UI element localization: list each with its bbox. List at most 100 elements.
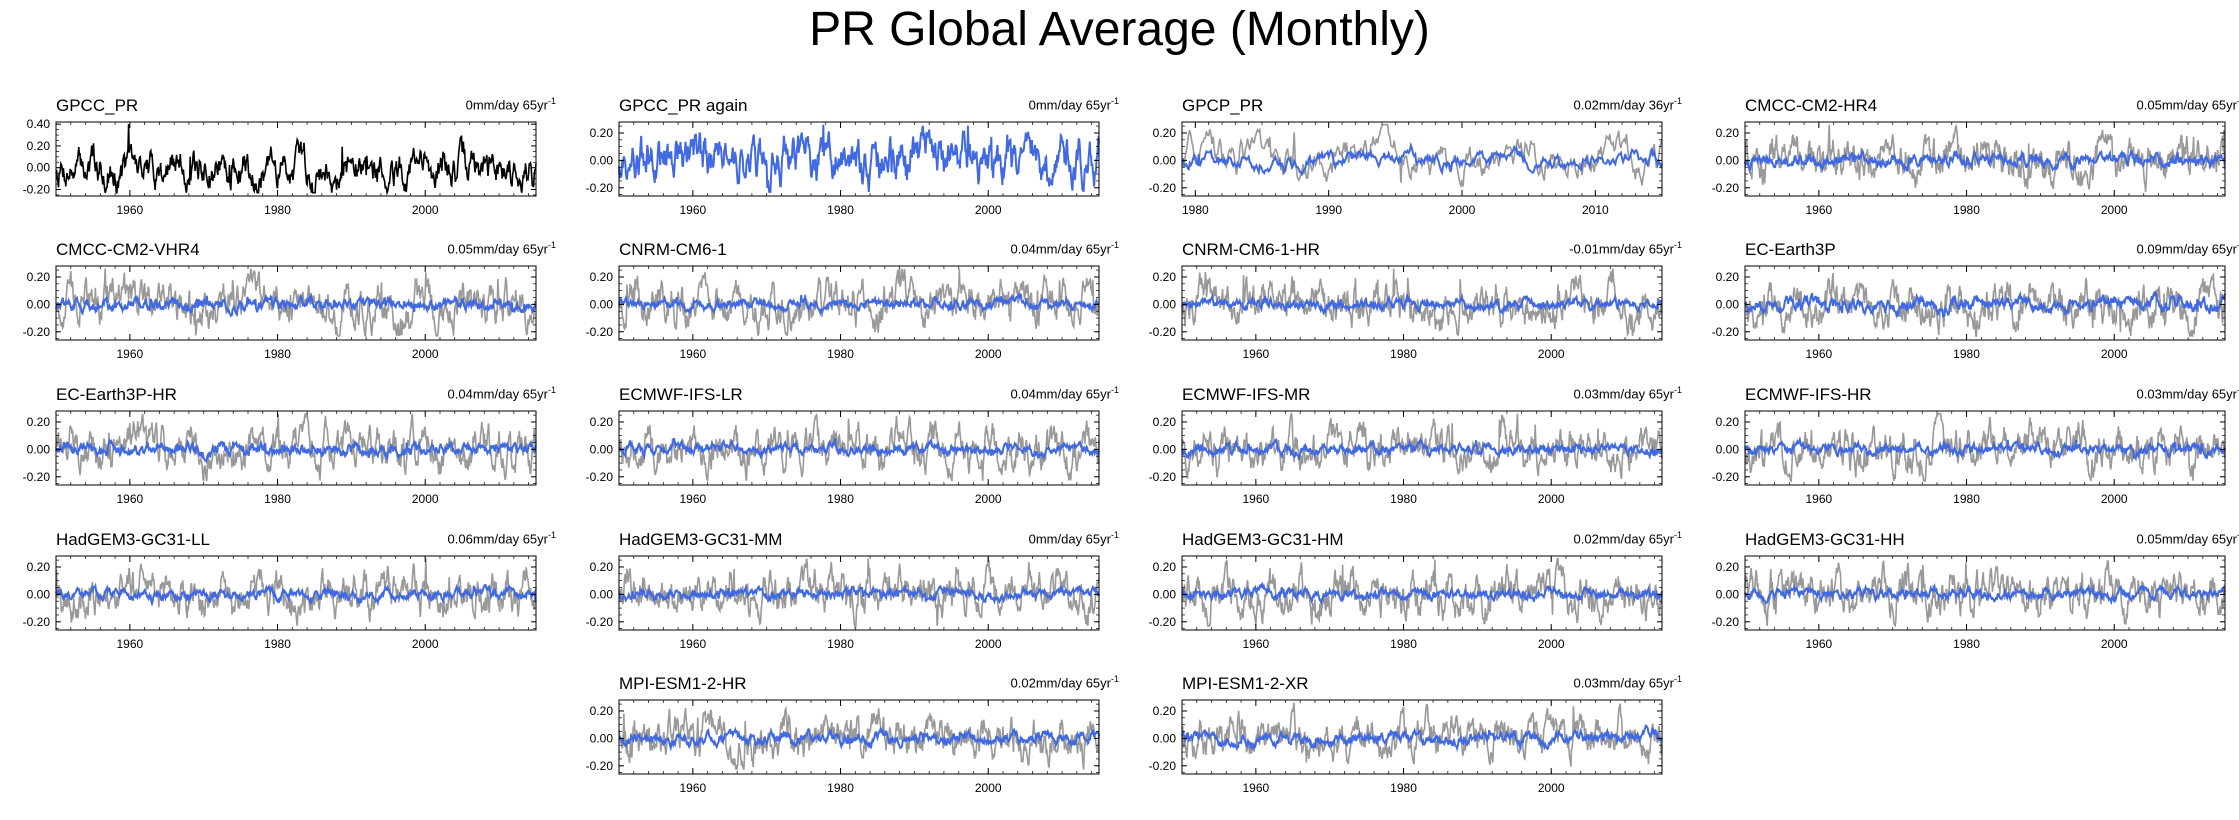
trend-value: 0.04mm/day 65yr xyxy=(1010,386,1111,402)
panel-trend-label: 0.05mm/day 65yr-1 xyxy=(2137,96,2239,112)
x-tick-label: 1980 xyxy=(827,781,854,795)
chart-panel: ECMWF-IFS-HR 0.03mm/day 65yr-1 -0.20 0.00 0.… xyxy=(1712,385,2239,515)
chart-panel: MPI-ESM1-2-HR 0.02mm/day 65yr-1 -0.20 0.00 0… xyxy=(586,674,1119,804)
trend-value: 0.09mm/day 65yr xyxy=(2136,241,2237,257)
panel-trend-label: 0.05mm/day 65yr-1 xyxy=(448,240,556,256)
y-tick-label: 0.40 xyxy=(27,117,51,131)
series-line-reference xyxy=(55,412,537,482)
y-tick-label: 0.00 xyxy=(590,587,614,601)
y-tick-label: -0.20 xyxy=(1149,181,1177,195)
trend-exponent: -1 xyxy=(1110,240,1119,250)
x-tick-label: 1960 xyxy=(116,203,143,217)
series-line-reference xyxy=(1744,123,2226,192)
panel-trend-label: 0mm/day 65yr-1 xyxy=(1029,530,1119,546)
x-tick-label: 2000 xyxy=(1538,781,1565,795)
panel-title: GPCC_PR again xyxy=(619,96,748,115)
x-tick-label: 1980 xyxy=(827,492,854,506)
y-tick-label: 0.00 xyxy=(1716,587,1740,601)
y-tick-label: 0.20 xyxy=(1716,560,1740,574)
x-tick-label: 1960 xyxy=(679,347,706,361)
plot-frame xyxy=(618,265,1100,341)
x-tick-label: 1980 xyxy=(1182,203,1209,217)
series-line-model xyxy=(1744,148,2226,174)
panel-trend-label: 0.04mm/day 65yr-1 xyxy=(1011,385,1119,401)
trend-exponent: -1 xyxy=(2237,240,2239,250)
x-tick-label: 2000 xyxy=(412,203,439,217)
panel-trend-label: 0.03mm/day 65yr-1 xyxy=(1574,674,1682,690)
panel-trend-label: 0.06mm/day 65yr-1 xyxy=(448,530,556,546)
plot-frame xyxy=(1744,410,2226,486)
trend-exponent: -1 xyxy=(1673,530,1682,540)
trend-exponent: -1 xyxy=(1110,674,1119,684)
chart-panel: GPCP_PR 0.02mm/day 36yr-1 -0.20 0.00 0.20 198… xyxy=(1149,96,1682,226)
y-tick-label: -0.20 xyxy=(586,470,614,484)
panel-trend-label: 0.09mm/day 65yr-1 xyxy=(2137,240,2239,256)
trend-exponent: -1 xyxy=(1673,240,1682,250)
plot-area: -0.20 0.00 0.20 1960 1980 2000 xyxy=(1149,265,1663,361)
panel-title: MPI-ESM1-2-XR xyxy=(1182,674,1309,693)
panel-title: CMCC-CM2-HR4 xyxy=(1745,96,1878,115)
panel-title: HadGEM3-GC31-HM xyxy=(1182,530,1344,549)
plot-area: -0.20 0.00 0.20 1960 1980 2000 xyxy=(23,410,537,506)
plot-frame xyxy=(618,555,1100,631)
y-tick-label: -0.20 xyxy=(586,325,614,339)
chart-panel: HadGEM3-GC31-HM 0.02mm/day 65yr-1 -0.20 0.0… xyxy=(1149,530,1682,660)
x-tick-label: 2000 xyxy=(975,781,1002,795)
plot-frame xyxy=(1181,699,1663,775)
x-tick-label: 1960 xyxy=(679,637,706,651)
plot-area: -0.20 0.00 0.20 1960 1980 2000 xyxy=(1712,121,2226,217)
series-line-reference xyxy=(1181,702,1663,767)
plot-area: -0.20 0.00 0.20 0.40 1960 1980 2000 xyxy=(23,117,537,217)
y-tick-label: -0.20 xyxy=(1149,325,1177,339)
y-tick-label: 0.00 xyxy=(590,731,614,745)
plot-frame xyxy=(55,410,537,486)
y-tick-label: -0.20 xyxy=(23,325,51,339)
panel-trend-label: 0.02mm/day 65yr-1 xyxy=(1011,674,1119,690)
y-tick-label: 0.00 xyxy=(1153,442,1177,456)
x-tick-label: 1960 xyxy=(679,781,706,795)
trend-value: 0.05mm/day 65yr xyxy=(2136,531,2237,547)
x-tick-label: 2000 xyxy=(975,637,1002,651)
panel-title: CNRM-CM6-1 xyxy=(619,240,727,259)
chart-panel: EC-Earth3P-HR 0.04mm/day 65yr-1 -0.20 0.00 0… xyxy=(23,385,556,515)
trend-value: 0.02mm/day 36yr xyxy=(1573,97,1674,113)
chart-panel: ECMWF-IFS-LR 0.04mm/day 65yr-1 -0.20 0.00 0.… xyxy=(586,385,1119,515)
y-tick-label: 0.20 xyxy=(1153,704,1177,718)
page-title: PR Global Average (Monthly) xyxy=(809,3,1430,56)
chart-panel: CNRM-CM6-1 0.04mm/day 65yr-1 -0.20 0.00 0.20… xyxy=(586,240,1119,370)
trend-exponent: -1 xyxy=(2237,96,2239,106)
series-line-reference xyxy=(618,413,1100,482)
y-tick-label: -0.20 xyxy=(1712,325,1740,339)
panel-trend-label: 0.03mm/day 65yr-1 xyxy=(2137,385,2239,401)
series-line-model xyxy=(1181,141,1663,177)
y-tick-label: 0.20 xyxy=(1716,415,1740,429)
x-tick-label: 1960 xyxy=(679,492,706,506)
x-tick-label: 2000 xyxy=(975,492,1002,506)
trend-exponent: -1 xyxy=(2237,530,2239,540)
x-tick-label: 1980 xyxy=(264,637,291,651)
panel-title: ECMWF-IFS-MR xyxy=(1182,385,1311,404)
y-tick-label: -0.20 xyxy=(1149,470,1177,484)
trend-value: 0.05mm/day 65yr xyxy=(2136,97,2237,113)
panel-title: ECMWF-IFS-HR xyxy=(1745,385,1872,404)
x-tick-label: 2000 xyxy=(412,637,439,651)
y-tick-label: 0.00 xyxy=(1153,153,1177,167)
y-tick-label: 0.00 xyxy=(27,442,51,456)
plot-area: -0.20 0.00 0.20 1980 1990 2000 2010 xyxy=(1149,121,1663,217)
y-tick-label: 0.20 xyxy=(1153,560,1177,574)
panel-title: HadGEM3-GC31-HH xyxy=(1745,530,1905,549)
x-tick-label: 1980 xyxy=(264,492,291,506)
x-tick-label: 1980 xyxy=(827,203,854,217)
trend-exponent: -1 xyxy=(1110,530,1119,540)
trend-exponent: -1 xyxy=(1673,674,1682,684)
chart-panel: EC-Earth3P 0.09mm/day 65yr-1 -0.20 0.00 0.20… xyxy=(1712,240,2239,370)
x-tick-label: 1960 xyxy=(116,637,143,651)
panel-trend-label: 0.02mm/day 65yr-1 xyxy=(1574,530,1682,546)
chart-panel: CMCC-CM2-HR4 0.05mm/day 65yr-1 -0.20 0.00 0.… xyxy=(1712,96,2239,226)
trend-value: 0.03mm/day 65yr xyxy=(1573,386,1674,402)
y-tick-label: 0.00 xyxy=(27,161,51,175)
y-tick-label: 0.20 xyxy=(1716,270,1740,284)
trend-value: 0.04mm/day 65yr xyxy=(447,386,548,402)
plot-frame xyxy=(1181,265,1663,341)
panel-title: GPCP_PR xyxy=(1182,96,1264,115)
